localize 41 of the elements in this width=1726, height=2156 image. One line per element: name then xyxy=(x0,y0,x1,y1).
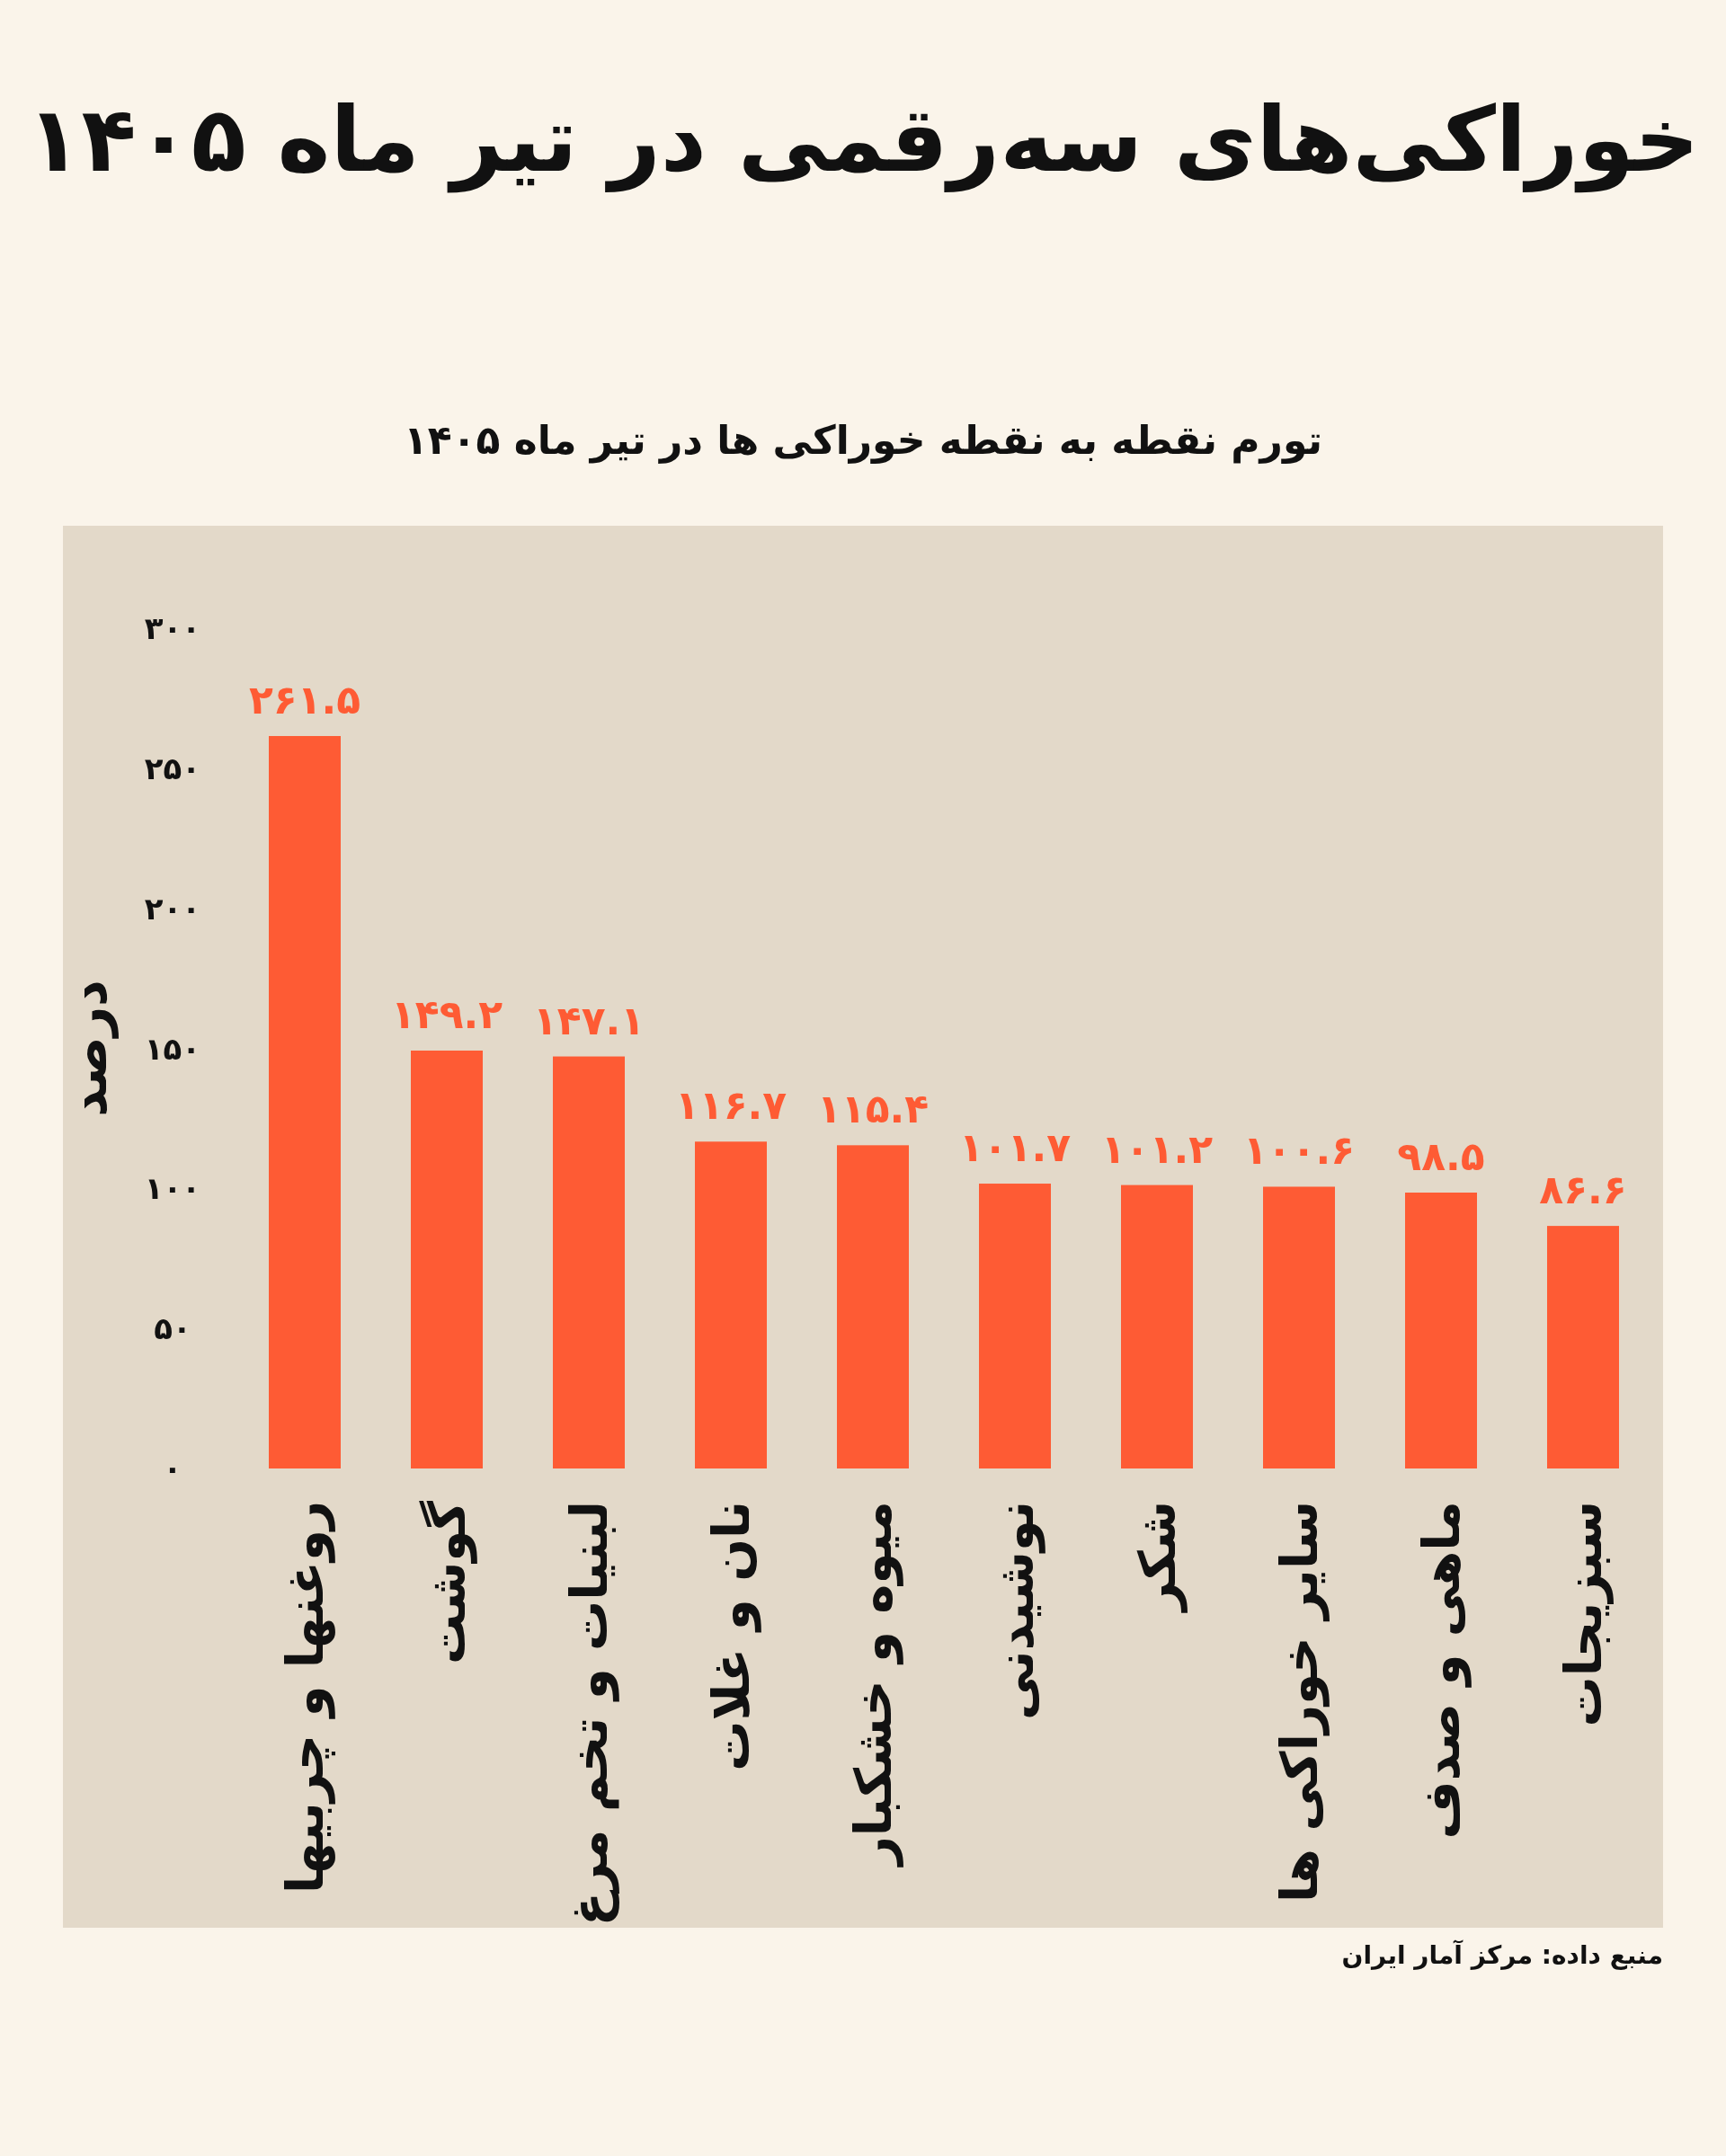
data-label: ۱۱۵.۴ xyxy=(816,1086,930,1132)
text: منبع داده: مرکز آمار ایران xyxy=(1341,1939,1663,1970)
y-tick-label: ۲۰۰ xyxy=(144,890,201,927)
bar xyxy=(269,735,341,1468)
x-tick-label: میوه و خشکبار xyxy=(844,1501,903,1868)
chart-title: خوراکی‌های سه‌رقمی در تیر ماه ۱۴۰۵ xyxy=(26,87,1700,193)
x-tick-label: روغنها و چربیها xyxy=(276,1501,335,1894)
y-tick-label: ۱۰۰ xyxy=(144,1170,201,1207)
y-axis-title: درصد xyxy=(58,980,119,1117)
bar xyxy=(837,1145,909,1468)
x-tick-label: سبزیجات xyxy=(1554,1501,1614,1727)
bar xyxy=(1121,1184,1193,1468)
bar xyxy=(1405,1193,1477,1468)
x-tick-label: شکر xyxy=(1128,1501,1188,1614)
data-label: ۹۸.۵ xyxy=(1397,1133,1485,1180)
chart-subtitle: تورم نقطه به نقطه خوراکی ها در تیر ماه ۱۴۰۵ xyxy=(404,417,1322,464)
data-label: ۱۰۱.۲ xyxy=(1100,1125,1214,1172)
x-tick-label: گوشت xyxy=(418,1500,477,1665)
x-tick-label: لبنیات و تخم مرغ xyxy=(560,1501,619,1927)
x-tick-label: نوشیدنی xyxy=(986,1501,1045,1721)
data-label: ۱۴۹.۲ xyxy=(390,990,503,1037)
bar xyxy=(979,1184,1051,1469)
bar xyxy=(695,1141,767,1469)
data-label: ۱۰۱.۷ xyxy=(958,1124,1072,1171)
x-tick-label: ماهی و صدف xyxy=(1412,1501,1472,1840)
data-label: ۱۰۰.۶ xyxy=(1242,1127,1356,1174)
data-label: ۱۴۷.۱ xyxy=(532,997,645,1043)
y-tick-label: ۰ xyxy=(163,1451,182,1486)
y-tick-label: ۵۰ xyxy=(154,1310,191,1347)
data-label: ۲۶۱.۵ xyxy=(248,676,361,723)
y-tick-label: ۳۰۰ xyxy=(144,610,201,646)
bar xyxy=(1263,1186,1335,1468)
bar xyxy=(411,1050,483,1468)
y-tick-label: ۲۵۰ xyxy=(144,750,201,786)
x-tick-label: سایر خوراکی ها xyxy=(1270,1501,1330,1903)
data-label: ۱۱۶.۷ xyxy=(674,1082,787,1129)
bar xyxy=(553,1056,625,1468)
x-tick-label: نان و غلات xyxy=(702,1501,761,1771)
bar xyxy=(1547,1226,1619,1468)
data-label: ۸۶.۶ xyxy=(1539,1167,1627,1213)
y-tick-label: ۱۵۰ xyxy=(144,1030,201,1067)
